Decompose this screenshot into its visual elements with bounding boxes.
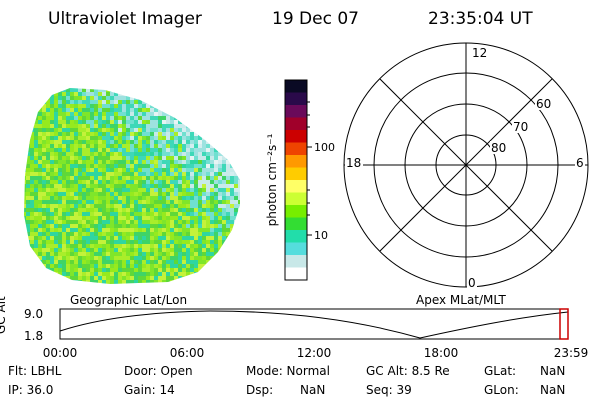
colorbar-segment	[285, 230, 307, 243]
colorbar-segment	[285, 267, 307, 281]
mlat-label-60: 60	[536, 97, 551, 111]
mlt-label-12: 12	[472, 46, 487, 60]
polar-plot	[343, 42, 589, 288]
geographic-projection-label: Geographic Lat/Lon	[70, 293, 187, 307]
mode-value: Mode: Normal	[246, 364, 330, 378]
timeline-xtick-2359: 23:59	[554, 346, 589, 360]
gc-alt-value: GC Alt: 8.5 Re	[366, 364, 450, 378]
mlat-label-80: 80	[491, 141, 506, 155]
current-time-marker	[559, 308, 569, 340]
instrument-title: Ultraviolet Imager	[48, 9, 202, 29]
colorbar-segment	[285, 130, 307, 143]
timeline-xtick-1800: 18:00	[424, 346, 459, 360]
time-label: 23:35:04 UT	[428, 9, 533, 29]
timeline-axis-label: GC Alt	[0, 296, 8, 334]
glat-label: GLat:	[484, 364, 516, 378]
timeline-xtick-0000: 00:00	[43, 346, 78, 360]
glat-value: NaN	[540, 364, 565, 378]
ip-value: IP: 36.0	[8, 383, 53, 397]
apex-projection-label: Apex MLat/MLT	[416, 293, 506, 307]
colorbar-segment	[285, 242, 307, 256]
colorbar-segment	[285, 167, 307, 181]
dsp-label: Dsp:	[246, 383, 273, 397]
colorbar-segment	[285, 80, 307, 93]
altitude-timeline: GC Alt 9.0 1.8 00:00 06:00 12:00 18:00 2…	[0, 296, 588, 360]
colorbar-label: photon cm⁻²s⁻¹	[265, 133, 279, 226]
dsp-value: NaN	[300, 383, 325, 397]
mlat-label-70: 70	[513, 120, 528, 134]
date-label: 19 Dec 07	[272, 9, 359, 29]
colorbar-segment	[285, 155, 307, 168]
colorbar-segment	[285, 92, 307, 106]
timeline-ytick-max: 9.0	[24, 307, 43, 321]
auroral-image	[24, 88, 240, 284]
colorbar-segment	[285, 117, 307, 131]
colorbar-segment	[285, 180, 307, 193]
colorbar-segment	[285, 217, 307, 231]
colorbar-segment	[285, 105, 307, 118]
mlt-label-0: 0	[468, 276, 476, 290]
colorbar-segment	[285, 205, 307, 218]
timeline-ytick-min: 1.8	[24, 329, 43, 343]
color-bar: 100 10 photon cm⁻²s⁻¹	[265, 79, 335, 281]
seq-value: Seq: 39	[366, 383, 412, 397]
timeline-xtick-0600: 06:00	[170, 346, 205, 360]
colorbar-segment	[285, 142, 307, 156]
colorbar-tick-10: 10	[314, 229, 328, 242]
door-value: Door: Open	[124, 364, 193, 378]
glon-value: NaN	[540, 383, 565, 397]
timeline-xtick-1200: 12:00	[297, 346, 332, 360]
colorbar-tick-100: 100	[314, 141, 335, 154]
glon-label: GLon:	[484, 383, 519, 397]
mlt-label-6: 6	[576, 156, 584, 170]
filter-value: Flt: LBHL	[8, 364, 62, 378]
mlt-label-18: 18	[346, 156, 361, 170]
colorbar-segment	[285, 255, 307, 268]
colorbar-segment	[285, 192, 307, 206]
info-panel: Flt: LBHL IP: 36.0 Door: Open Gain: 14 M…	[8, 364, 565, 397]
gain-value: Gain: 14	[124, 383, 175, 397]
